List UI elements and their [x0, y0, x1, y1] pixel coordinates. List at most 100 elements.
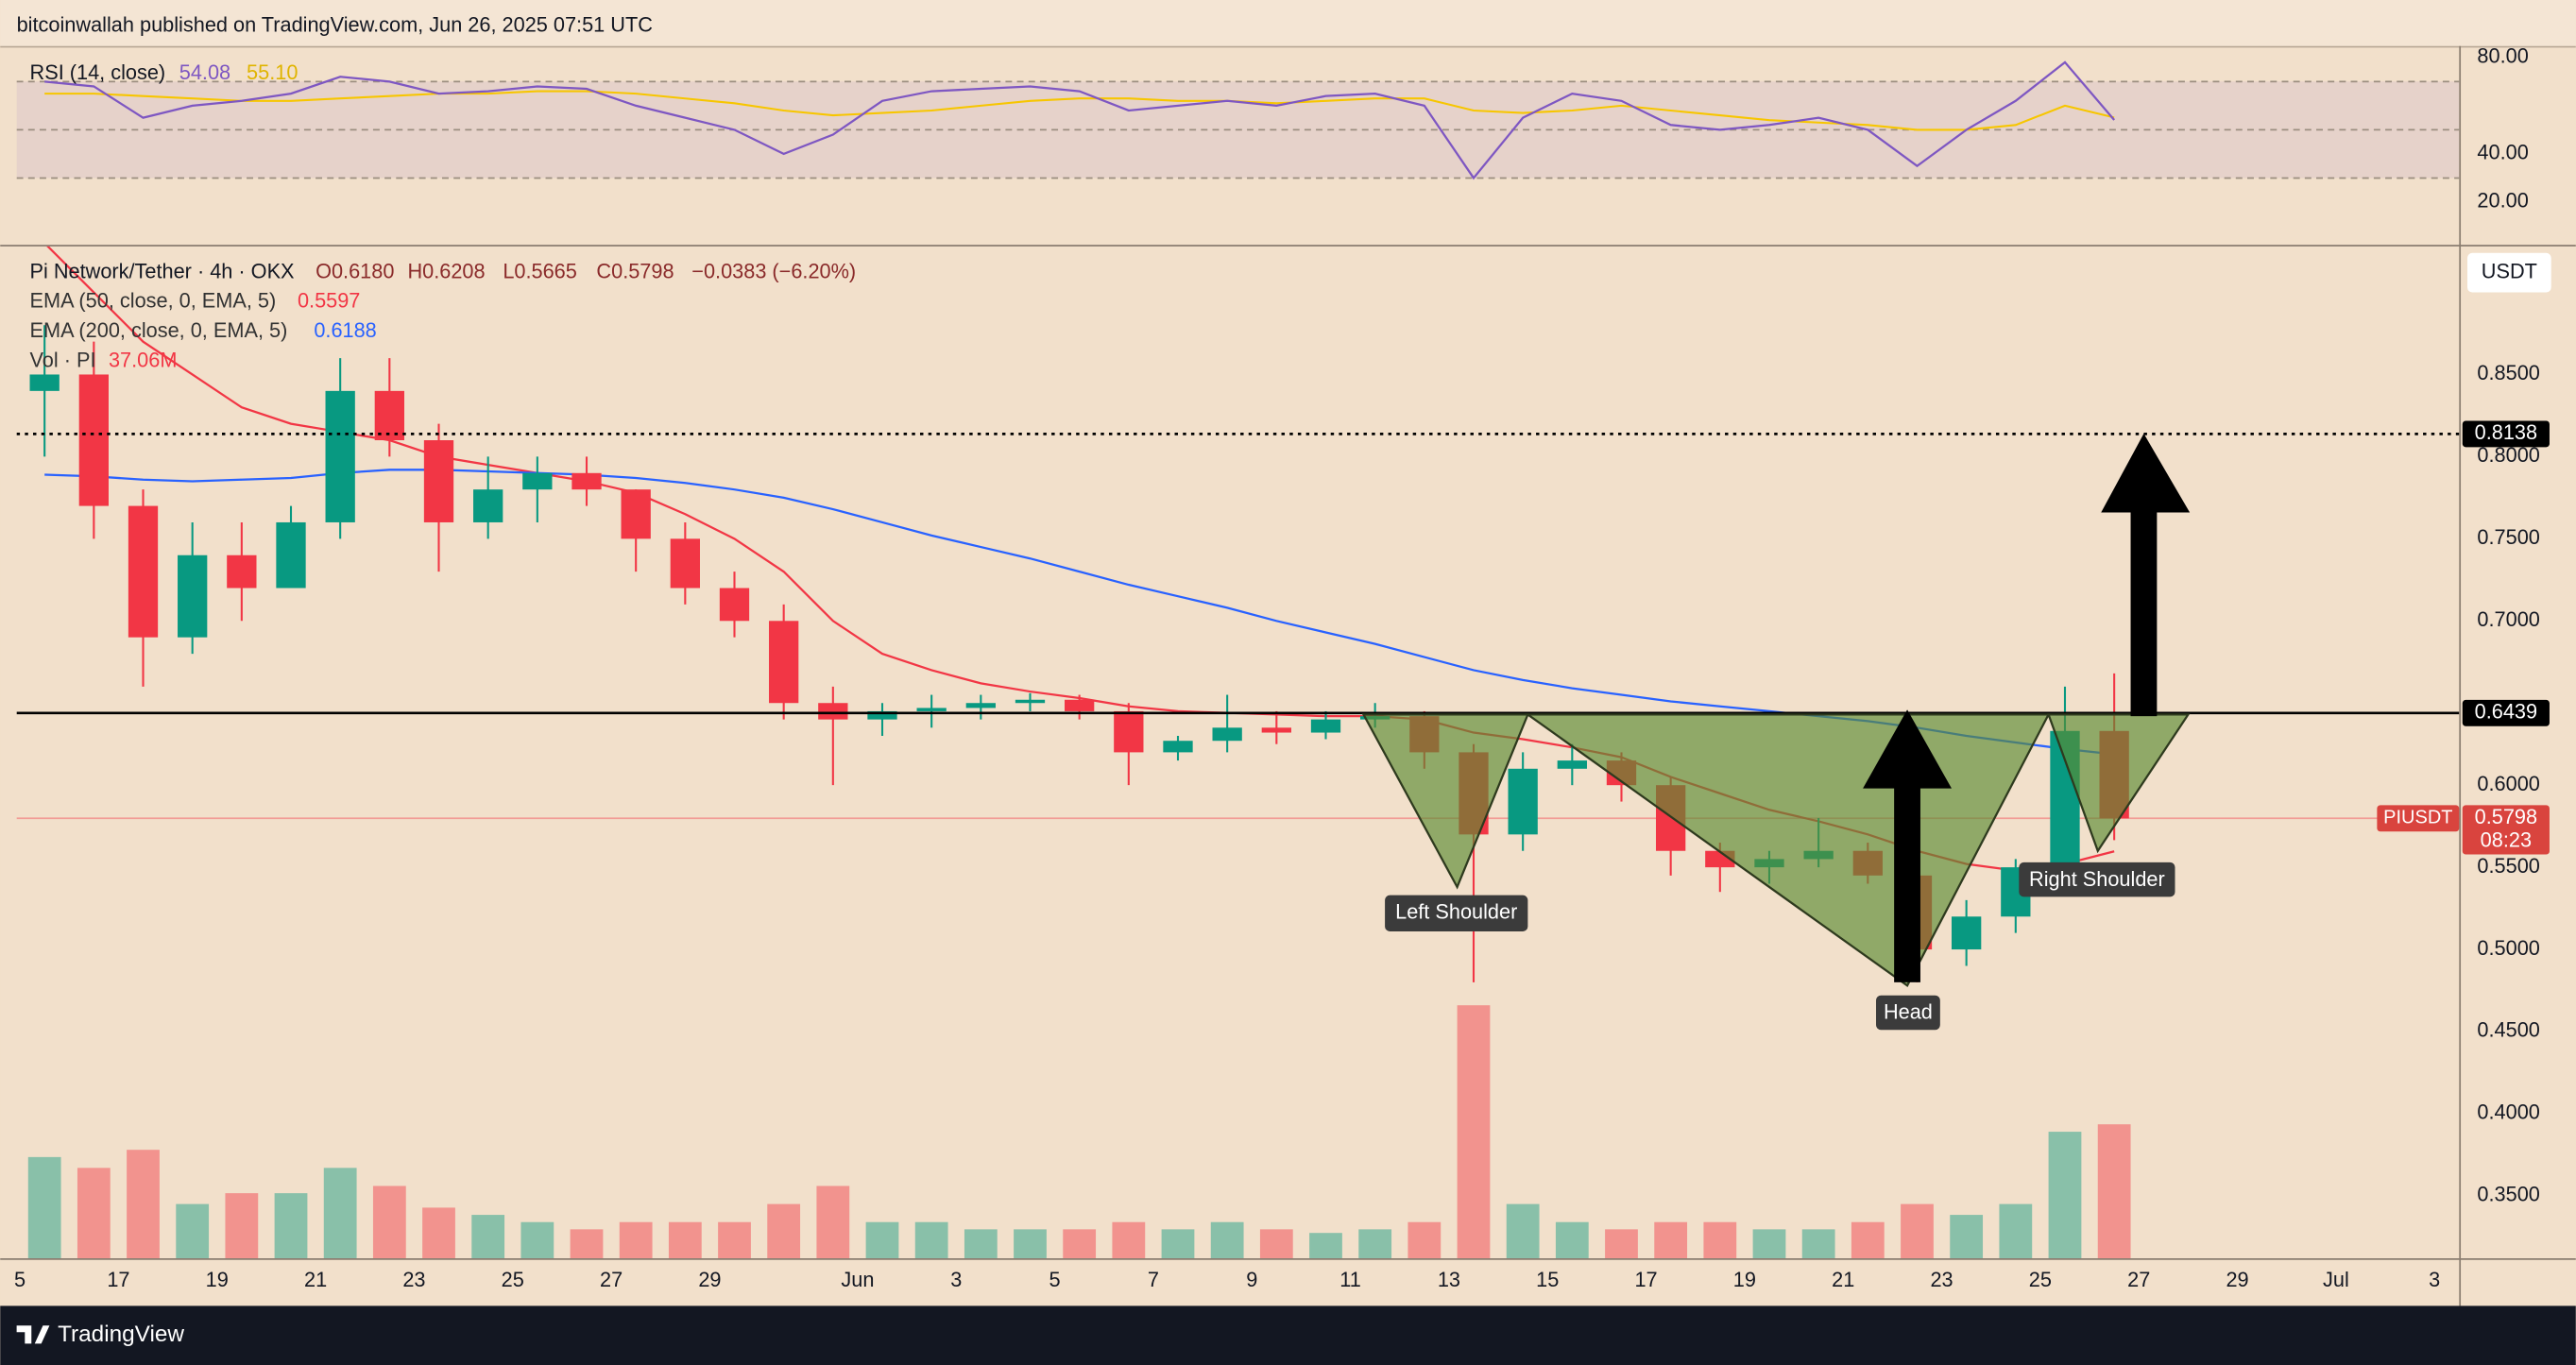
candle-body: [1261, 727, 1291, 733]
ohlc: H0.6208: [407, 259, 485, 282]
level-label: 0.6439: [2475, 700, 2537, 724]
volume-bar: [1112, 1221, 1146, 1258]
volume-bar: [1801, 1229, 1835, 1258]
rsi-ma-line: [44, 90, 2115, 131]
y-tick-label: 0.7000: [2477, 607, 2539, 631]
volume-bar: [1555, 1221, 1589, 1258]
y-tick-label: 0.5500: [2477, 854, 2539, 878]
volume-bar: [372, 1186, 406, 1258]
x-tick-label: 27: [2127, 1268, 2150, 1291]
candle-body: [867, 710, 897, 720]
candle-body: [1163, 741, 1193, 753]
x-tick-label: 3: [2429, 1268, 2440, 1291]
currency: USDT: [2482, 259, 2537, 282]
symbol-box: [2377, 805, 2460, 832]
volume-bar: [1654, 1221, 1688, 1258]
change: −0.0383 (−6.20%): [691, 259, 856, 282]
ema-line: [44, 469, 2115, 756]
volume-bar: [1161, 1229, 1195, 1258]
volume-bar: [1752, 1229, 1786, 1258]
volume-bar: [914, 1221, 948, 1258]
y-tick-label: 0.4000: [2477, 1101, 2539, 1124]
candle-body: [571, 472, 602, 490]
x-tick-label: 5: [14, 1268, 26, 1291]
footer-bar: [0, 1305, 2576, 1365]
candle-body: [1310, 719, 1341, 733]
x-tick-label: 9: [1246, 1268, 1257, 1291]
rsi-value: 54.08: [179, 60, 230, 84]
arrow-shaft: [2130, 509, 2158, 717]
volume-bar: [471, 1215, 505, 1258]
ohlc: C0.5798: [596, 259, 674, 282]
pattern: Left Shoulder Head Right Shoulder: [1361, 434, 2191, 1031]
symbol-label: PIUSDT: [2383, 808, 2452, 828]
volume-bar: [520, 1221, 554, 1258]
x-tick-label: 17: [1634, 1268, 1657, 1291]
x-tick-label: 21: [1832, 1268, 1854, 1291]
y-tick-label: 0.5000: [2477, 936, 2539, 960]
x-tick-label: 3: [950, 1268, 962, 1291]
volume-bar: [1703, 1221, 1737, 1258]
x-tick-label: 25: [2029, 1268, 2052, 1291]
indicator-name: EMA (50, close, 0, EMA, 5): [30, 289, 277, 313]
volume-bar: [865, 1221, 899, 1258]
arrow-head: [1863, 709, 1953, 789]
candle-body: [818, 703, 848, 720]
candle-body: [1557, 760, 1587, 769]
candle-body: [276, 521, 306, 589]
x-tick-label: 23: [402, 1268, 425, 1291]
indicator-value: 0.5597: [298, 289, 360, 313]
volume-bar: [816, 1186, 850, 1258]
indicator-name: EMA (200, close, 0, EMA, 5): [30, 318, 288, 342]
rsi-label: RSI (14, close): [30, 60, 166, 84]
candle-body: [178, 555, 208, 638]
volume-bar: [225, 1193, 259, 1258]
candle-body: [1212, 727, 1242, 742]
volume-bar: [176, 1203, 210, 1258]
rsi-ma-value: 55.10: [247, 60, 298, 84]
candle-body: [374, 390, 404, 441]
candle-body: [1952, 916, 1982, 950]
label-box: [2019, 862, 2175, 897]
candle-body: [1015, 699, 1046, 704]
volume-bar: [1309, 1233, 1342, 1258]
x-tick-label: 23: [1930, 1268, 1953, 1291]
volume-bar: [2048, 1132, 2082, 1258]
volume-bar: [619, 1221, 653, 1258]
candle-body: [423, 440, 454, 522]
header: bitcoinwallah published on TradingView.c…: [17, 13, 653, 37]
volume-bar: [718, 1221, 751, 1258]
x-tick-label: 17: [107, 1268, 129, 1291]
volume-bar: [1358, 1229, 1392, 1258]
candle-body: [965, 703, 996, 708]
x-tick-label: 19: [206, 1268, 229, 1291]
indicator-value: 37.06M: [109, 348, 177, 371]
x-tick-label: Jun: [841, 1268, 874, 1291]
currency-box: [2467, 252, 2551, 293]
volume-bar: [1506, 1203, 1540, 1258]
candle-body: [719, 588, 750, 622]
y-tick-label: 0.6000: [2477, 772, 2539, 795]
volume-bar: [1014, 1229, 1047, 1258]
volume-bar: [1457, 1005, 1491, 1258]
candle-body: [78, 374, 109, 506]
x-tick-label: 13: [1438, 1268, 1460, 1291]
rsi-tick-label: 20.00: [2477, 189, 2528, 213]
logo: [16, 1325, 50, 1344]
x-tick-label: 11: [1339, 1268, 1361, 1291]
x-tick-label: 29: [2226, 1268, 2248, 1291]
candle-body: [769, 621, 799, 704]
level-label-box: [2462, 420, 2550, 448]
annotation: Right Shoulder: [2029, 867, 2165, 891]
overlay: 0.8138 0.6439 EMA (50, close, 0, EMA, 5) 0.…: [30, 289, 2550, 855]
volume-bar: [422, 1207, 455, 1258]
volume-bar: [668, 1221, 702, 1258]
right-shoulder-shape: [2046, 713, 2191, 854]
y-tick-label: 0.7500: [2477, 525, 2539, 549]
volume-bar: [1210, 1221, 1244, 1258]
level-label: 0.8138: [2475, 420, 2537, 444]
volume-bar: [1999, 1203, 2033, 1258]
volume-bar: [1950, 1215, 1984, 1258]
volume-bar: [964, 1229, 998, 1258]
